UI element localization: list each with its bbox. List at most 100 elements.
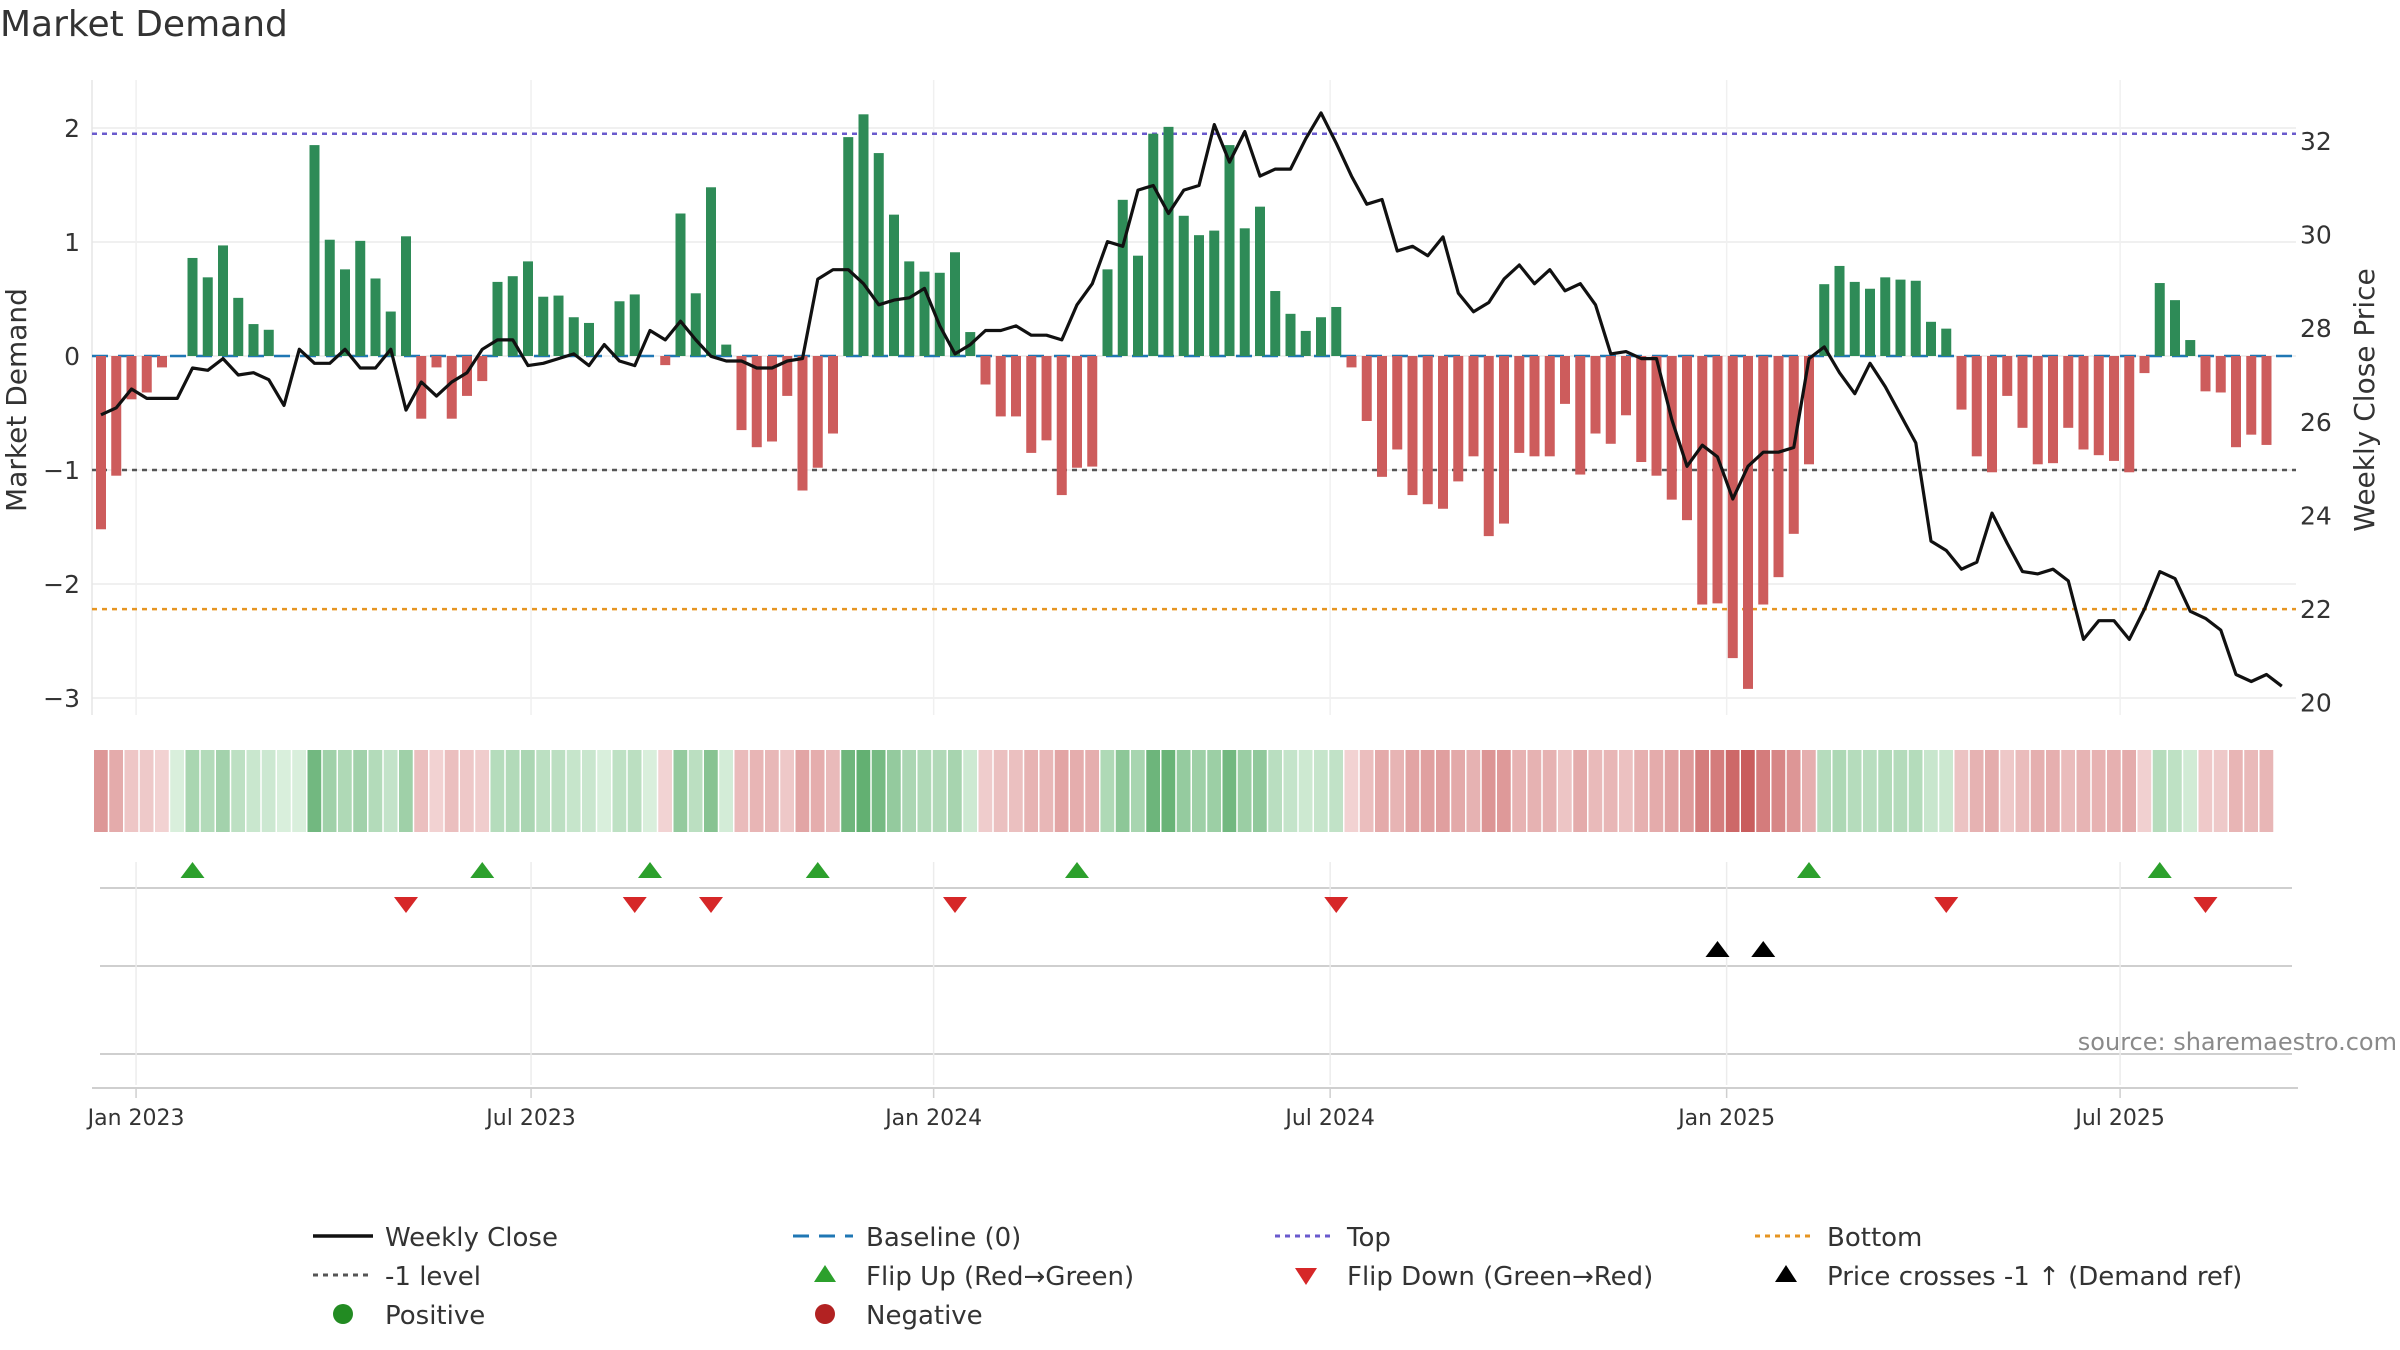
heat-cell bbox=[368, 750, 383, 832]
demand-bar bbox=[1865, 288, 1875, 356]
demand-bar bbox=[675, 213, 686, 356]
y-tick-label: 2 bbox=[64, 114, 80, 143]
demand-bar bbox=[523, 261, 533, 356]
heat-cell bbox=[780, 750, 794, 832]
demand-bar bbox=[1163, 126, 1174, 356]
demand-bar bbox=[1651, 356, 1662, 476]
demand-bar bbox=[584, 322, 594, 356]
heat-cell bbox=[658, 750, 672, 832]
demand-bar bbox=[1133, 255, 1143, 356]
flip-down-marker bbox=[1324, 897, 1349, 913]
heat-cell bbox=[261, 750, 276, 832]
left-axis-ticks: 2 1 0 −2 −3 −1 bbox=[43, 114, 80, 713]
demand-bar bbox=[1285, 313, 1296, 356]
y2-tick-label: 26 bbox=[2300, 408, 2332, 437]
demand-bar bbox=[1773, 356, 1784, 578]
legend-label-minus-one-level: -1 level bbox=[385, 1262, 481, 1292]
heat-cell bbox=[1009, 750, 1023, 832]
demand-bar bbox=[1697, 356, 1708, 605]
heat-cell bbox=[216, 750, 230, 832]
heat-cell bbox=[1969, 750, 1984, 832]
heat-cell bbox=[200, 750, 215, 832]
demand-bar bbox=[1209, 230, 1220, 356]
demand-bar bbox=[782, 356, 793, 396]
demand-bar bbox=[355, 240, 366, 356]
demand-bar bbox=[1270, 291, 1281, 356]
heat-cell bbox=[841, 750, 855, 832]
demand-bar bbox=[1605, 356, 1616, 444]
demand-bars bbox=[96, 114, 2272, 689]
heat-cell bbox=[917, 750, 932, 832]
demand-bar bbox=[950, 252, 960, 356]
demand-bar bbox=[1392, 356, 1403, 450]
legend-item-minus-one-level: -1 level bbox=[313, 1262, 481, 1292]
heat-cell bbox=[948, 750, 962, 832]
demand-bar bbox=[1834, 265, 1845, 356]
heat-cell bbox=[2168, 750, 2182, 832]
demand-bar bbox=[843, 137, 854, 356]
heat-cell bbox=[231, 750, 245, 832]
heat-cell bbox=[643, 750, 657, 832]
heat-cell bbox=[1786, 750, 1801, 832]
legend-item-price-cross: Price crosses -1 ↑ (Demand ref) bbox=[1775, 1262, 2242, 1292]
flip-markers bbox=[180, 862, 2218, 913]
demand-bar bbox=[507, 276, 518, 356]
heat-cell bbox=[1054, 750, 1069, 832]
heat-cell bbox=[1893, 750, 1908, 832]
demand-bar bbox=[1956, 356, 1967, 410]
heat-cell bbox=[1619, 750, 1633, 832]
legend-item-bottom: Bottom bbox=[1755, 1223, 1922, 1253]
flip-down-marker bbox=[699, 897, 723, 913]
heat-cell bbox=[1024, 750, 1038, 832]
heat-cell bbox=[1420, 750, 1435, 832]
demand-bar bbox=[736, 356, 747, 431]
legend-item-negative: Negative bbox=[815, 1301, 983, 1331]
demand-bar bbox=[858, 114, 869, 356]
heat-cell bbox=[734, 750, 749, 832]
demand-bar bbox=[2200, 356, 2211, 392]
demand-bar bbox=[1346, 356, 1357, 368]
heat-cell bbox=[155, 750, 169, 832]
demand-bar bbox=[1072, 356, 1082, 468]
heat-cell bbox=[1070, 750, 1084, 832]
y-tick-label: −3 bbox=[43, 684, 80, 713]
demand-bar bbox=[324, 239, 335, 356]
x-tick-label: Jan 2025 bbox=[1676, 1106, 1775, 1131]
flip-up-marker bbox=[805, 862, 830, 878]
heat-cell bbox=[1954, 750, 1969, 832]
heat-cell bbox=[2107, 750, 2121, 832]
demand-bar bbox=[2154, 283, 2165, 356]
heat-cell bbox=[1329, 750, 1343, 832]
demand-bar bbox=[492, 281, 503, 356]
x-tick-label: Jul 2024 bbox=[1283, 1106, 1375, 1131]
demand-bar bbox=[889, 214, 899, 356]
heat-cell bbox=[399, 750, 413, 832]
demand-bar bbox=[767, 356, 777, 442]
heat-cell bbox=[1756, 750, 1770, 832]
flip-down-icon bbox=[1295, 1268, 1317, 1285]
demand-bar bbox=[1194, 235, 1204, 356]
heat-cell bbox=[963, 750, 977, 832]
demand-bar bbox=[1712, 356, 1723, 604]
weekly-close-line bbox=[100, 111, 2283, 688]
heat-cell bbox=[1146, 750, 1160, 832]
heat-cell bbox=[1588, 750, 1603, 832]
legend-item-flip-up: Flip Up (Red→Green) bbox=[814, 1262, 1134, 1292]
heat-cell bbox=[2244, 750, 2258, 832]
demand-bar bbox=[2002, 356, 2013, 396]
demand-bar bbox=[1926, 321, 1936, 356]
heat-cell bbox=[2229, 750, 2243, 832]
heat-cell bbox=[1542, 750, 1557, 832]
heat-cell bbox=[856, 750, 871, 832]
legend-item-baseline: Baseline (0) bbox=[793, 1223, 1021, 1253]
heat-cell bbox=[536, 750, 550, 832]
heat-cell bbox=[1527, 750, 1542, 832]
heat-cell bbox=[887, 750, 901, 832]
demand-bar bbox=[1102, 269, 1113, 356]
heat-cell bbox=[2183, 750, 2197, 832]
heat-cell bbox=[94, 750, 108, 832]
heat-cell bbox=[2061, 750, 2075, 832]
x-tick-label: Jul 2025 bbox=[2073, 1106, 2165, 1131]
demand-bar bbox=[1316, 317, 1326, 356]
